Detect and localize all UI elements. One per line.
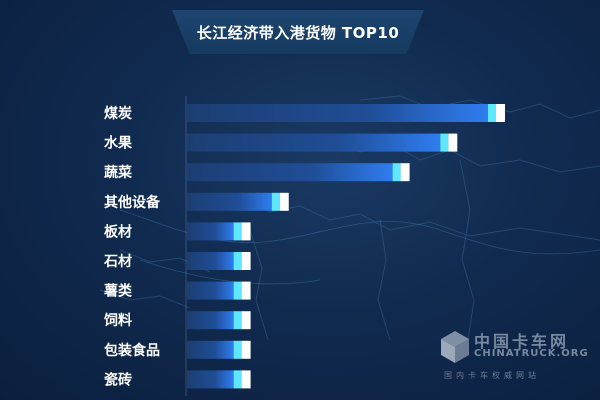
bar (187, 281, 234, 300)
bar-cap-cyan (233, 252, 242, 270)
bar-cap-cyan (233, 370, 242, 389)
bar-group: 蔬菜 (104, 163, 410, 182)
bar (187, 311, 234, 330)
bar-group: 水果 (104, 133, 458, 152)
category-label: 饲料 (103, 312, 132, 329)
bar-cap-white (241, 222, 251, 241)
bar (187, 252, 234, 270)
bar-cap-cyan (440, 133, 449, 152)
bar (187, 370, 234, 389)
bar-group: 煤炭 (104, 104, 505, 122)
cube-logo-icon (441, 331, 469, 363)
bar-cap-white (241, 340, 251, 359)
bar-cap-cyan (233, 340, 242, 359)
chart-title: 长江经济带入港货物 TOP10 (196, 23, 400, 42)
bar-cap-white (400, 163, 410, 182)
category-label: 石材 (103, 253, 132, 270)
bar (187, 133, 441, 152)
bar-cap-cyan (233, 281, 242, 300)
bar-cap-cyan (233, 311, 242, 330)
bar-cap-white (241, 370, 251, 389)
bar (187, 163, 393, 182)
bar-group: 石材 (103, 252, 251, 270)
bar-cap-white (241, 281, 251, 300)
bar-cap-cyan (271, 192, 280, 211)
bar-group: 薯类 (103, 281, 251, 300)
bar-cap-white (496, 104, 505, 122)
bar-cap-white (241, 311, 251, 330)
watermark-title: 中国卡车网 (474, 332, 570, 351)
bar-cap-white (448, 133, 458, 152)
bar-cap-white (279, 192, 289, 211)
category-label: 包装食品 (104, 342, 160, 359)
bar-group: 包装食品 (104, 340, 251, 359)
watermark-slogan: 国内卡车权威网站 (444, 371, 540, 380)
category-label: 煤炭 (104, 105, 132, 122)
category-label: 其他设备 (104, 194, 161, 211)
bar-group: 饲料 (103, 311, 251, 330)
category-label: 薯类 (103, 283, 133, 300)
category-label: 板材 (104, 223, 132, 240)
bar-cap-cyan (488, 104, 496, 122)
bar-group: 其他设备 (104, 192, 289, 211)
title-banner: 长江经济带入港货物 TOP10 (172, 10, 424, 54)
category-label: 蔬菜 (104, 164, 133, 181)
bar-cap-white (241, 252, 251, 270)
bar (187, 340, 234, 359)
bar (187, 222, 234, 241)
bar-group: 瓷砖 (104, 370, 251, 389)
watermark: 中国卡车网 CHINATRUCK.ORG 国内卡车权威网站 (440, 326, 590, 386)
bar-group: 板材 (104, 222, 251, 241)
bar (187, 192, 272, 211)
category-label: 水果 (104, 135, 133, 152)
bar (187, 104, 488, 122)
category-label: 瓷砖 (104, 371, 132, 388)
bar-cap-cyan (392, 163, 401, 182)
watermark-brand: CHINATRUCK.ORG (474, 348, 589, 359)
bar-cap-cyan (233, 222, 242, 241)
